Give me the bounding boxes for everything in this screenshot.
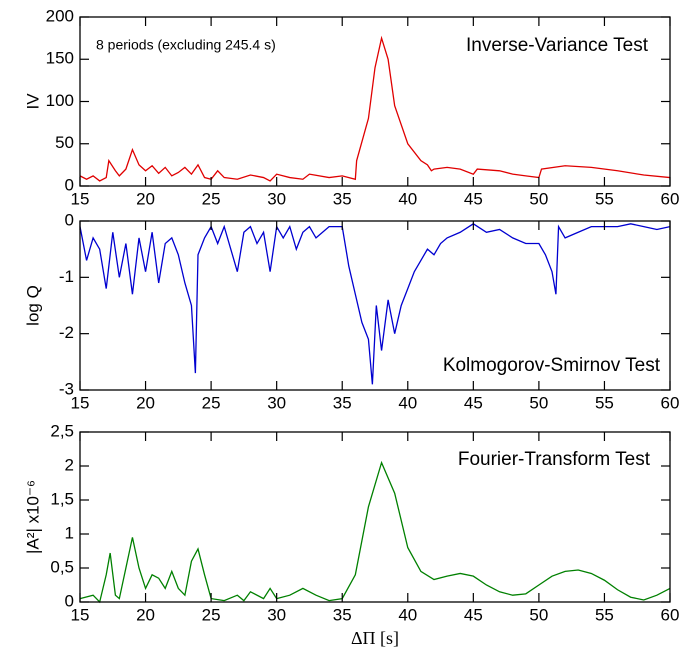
x-tick-label: 35 [333,189,352,208]
x-axis-label: ΔΠ [s] [351,628,399,648]
y-tick-label: 2 [65,455,74,474]
x-tick-label: 15 [71,189,90,208]
y-tick-label: 50 [55,133,74,152]
y-tick-label: -3 [59,379,74,398]
data-line [79,460,671,604]
x-tick-label: 15 [71,393,90,412]
x-tick-label: 20 [136,393,155,412]
y-tick-label: 2,5 [50,421,74,440]
x-tick-label: 30 [267,393,286,412]
x-tick-label: 50 [529,605,548,624]
y-axis-label: |A²| x10⁻⁶ [23,480,42,554]
x-tick-label: 20 [136,189,155,208]
y-tick-label: -1 [59,267,74,286]
x-tick-label: 50 [529,189,548,208]
y-axis-label: log Q [23,285,42,326]
x-tick-label: 60 [661,393,680,412]
x-tick-label: 40 [398,189,417,208]
x-tick-label: 40 [398,605,417,624]
x-tick-label: 25 [202,393,221,412]
x-tick-label: 40 [398,393,417,412]
x-tick-label: 30 [267,605,286,624]
annotation: Inverse-Variance Test [466,35,649,56]
x-tick-label: 30 [267,189,286,208]
y-tick-label: 100 [46,91,74,110]
y-tick-label: 0 [65,210,74,229]
x-tick-label: 25 [202,189,221,208]
y-tick-label: 0,5 [50,557,74,576]
plot-frame [79,431,671,603]
x-tick-label: 35 [333,393,352,412]
x-tick-label: 60 [661,189,680,208]
y-axis-label: IV [23,93,42,110]
data-line [79,223,671,385]
y-tick-label: 200 [46,6,74,25]
plot-frame [79,220,671,391]
x-tick-label: 60 [661,605,680,624]
data-line [79,35,671,182]
annotation: 8 periods (excluding 245.4 s) [96,37,276,53]
y-tick-label: 1 [65,523,74,542]
y-tick-label: 0 [65,591,74,610]
x-tick-label: 55 [595,393,614,412]
x-tick-label: 55 [595,605,614,624]
y-tick-label: 0 [65,175,74,194]
x-tick-label: 45 [464,189,483,208]
x-tick-label: 50 [529,393,548,412]
x-tick-label: 20 [136,605,155,624]
x-tick-label: 35 [333,605,352,624]
annotation: Kolmogorov-Smirnov Test [443,355,661,376]
x-tick-label: 45 [464,605,483,624]
x-tick-label: 45 [464,393,483,412]
annotation: Fourier-Transform Test [458,449,651,470]
y-tick-label: 150 [46,49,74,68]
y-tick-label: 1,5 [50,489,74,508]
x-tick-label: 55 [595,189,614,208]
x-tick-label: 15 [71,605,90,624]
x-tick-label: 25 [202,605,221,624]
y-tick-label: -2 [59,323,74,342]
